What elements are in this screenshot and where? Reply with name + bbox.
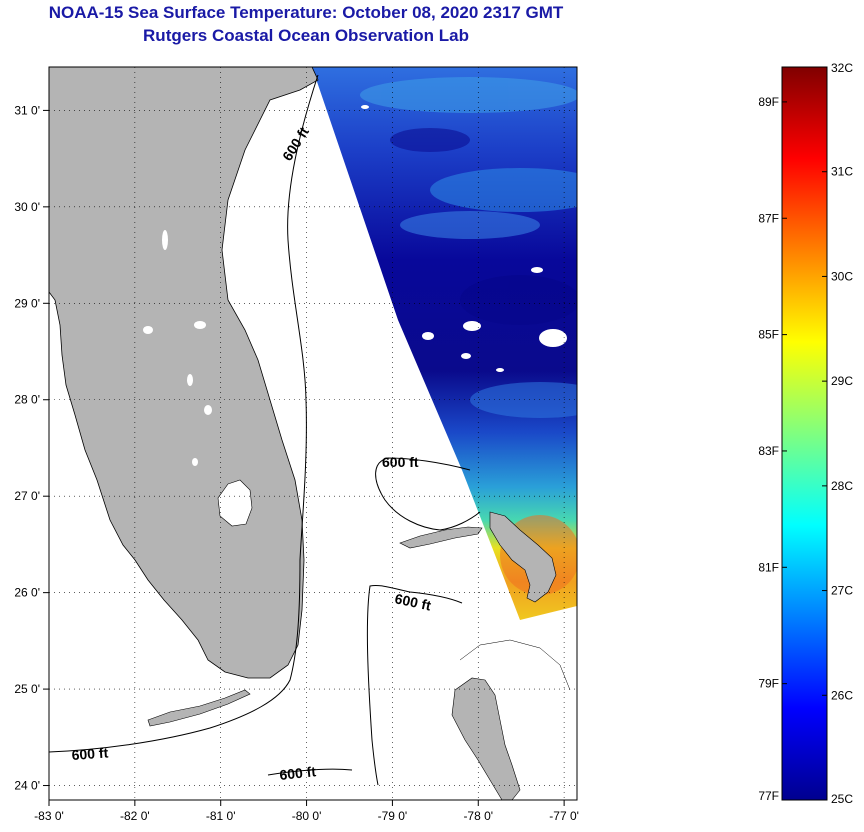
- great-abaco: [489, 511, 557, 603]
- x-tick-label: -80 0': [292, 809, 322, 823]
- colorbar: [781, 66, 828, 801]
- colorbar-celsius-label: 32C: [831, 61, 853, 75]
- y-tick-label: 24 0': [14, 779, 40, 793]
- bahamas-bank-outline: [459, 639, 571, 691]
- map-gridlines: [49, 67, 577, 800]
- colorbar-celsius-label: 28C: [831, 479, 853, 493]
- colorbar-celsius-label: 30C: [831, 269, 853, 283]
- y-tick-label: 29 0': [14, 296, 40, 310]
- colorbar-celsius-label: 31C: [831, 165, 853, 179]
- bathymetry-contours: [49, 74, 481, 786]
- florida-land: [49, 67, 319, 679]
- x-axis: -83 0' -82 0' -81 0' -80 0' -79 0' -78 0' -77 …: [34, 800, 579, 823]
- contour-label-600ft-south: 600 ft: [279, 763, 317, 783]
- colorbar-fahrenheit-label: 87F: [758, 211, 779, 225]
- inland-lakes: [143, 230, 212, 466]
- x-tick-label: -81 0': [206, 809, 236, 823]
- colorbar-fahrenheit-label: 83F: [758, 444, 779, 458]
- florida-keys: [147, 689, 251, 727]
- colorbar-fahrenheit-label: 79F: [758, 677, 779, 691]
- colorbar-celsius-label: 29C: [831, 374, 853, 388]
- colorbar-fahrenheit-label: 77F: [758, 789, 779, 803]
- colorbar-fahrenheit-labels: 89F 87F 85F 83F 81F 79F 77F: [758, 95, 787, 803]
- colorbar-fahrenheit-label: 89F: [758, 95, 779, 109]
- x-tick-label: -78 0': [463, 809, 493, 823]
- map-subtitle: Rutgers Coastal Ocean Observation Lab: [143, 26, 469, 45]
- contour-label-600ft-bahama-south: 600 ft: [393, 590, 432, 613]
- contour-label-600ft-southwest: 600 ft: [71, 744, 109, 763]
- y-tick-label: 27 0': [14, 489, 40, 503]
- colorbar-celsius-label: 27C: [831, 584, 853, 598]
- colorbar-celsius-labels: 32C 31C 30C 29C 28C 27C 26C 25C: [822, 61, 853, 806]
- x-tick-label: -82 0': [120, 809, 150, 823]
- colorbar-celsius-label: 26C: [831, 688, 853, 702]
- colorbar-fahrenheit-label: 81F: [758, 560, 779, 574]
- y-tick-label: 30 0': [14, 200, 40, 214]
- andros-island: [451, 677, 521, 800]
- lake-okeechobee: [217, 479, 253, 527]
- map-frame: [48, 66, 578, 801]
- colorbar-celsius-label: 25C: [831, 792, 853, 806]
- y-tick-label: 31 0': [14, 103, 40, 117]
- x-tick-label: -79 0': [378, 809, 408, 823]
- colorbar-fahrenheit-label: 85F: [758, 328, 779, 342]
- grand-bahama: [399, 526, 483, 549]
- y-tick-label: 26 0': [14, 586, 40, 600]
- x-tick-label: -83 0': [34, 809, 64, 823]
- y-tick-label: 28 0': [14, 393, 40, 407]
- x-tick-label: -77 0': [549, 809, 579, 823]
- contour-label-600ft-bahama-north: 600 ft: [382, 454, 419, 470]
- y-tick-label: 25 0': [14, 682, 40, 696]
- sst-swath: [312, 67, 577, 620]
- map-title: NOAA-15 Sea Surface Temperature: October…: [48, 3, 564, 22]
- y-axis: 31 0' 30 0' 29 0' 28 0' 27 0' 26 0' 25 0' 24 0': [14, 103, 49, 793]
